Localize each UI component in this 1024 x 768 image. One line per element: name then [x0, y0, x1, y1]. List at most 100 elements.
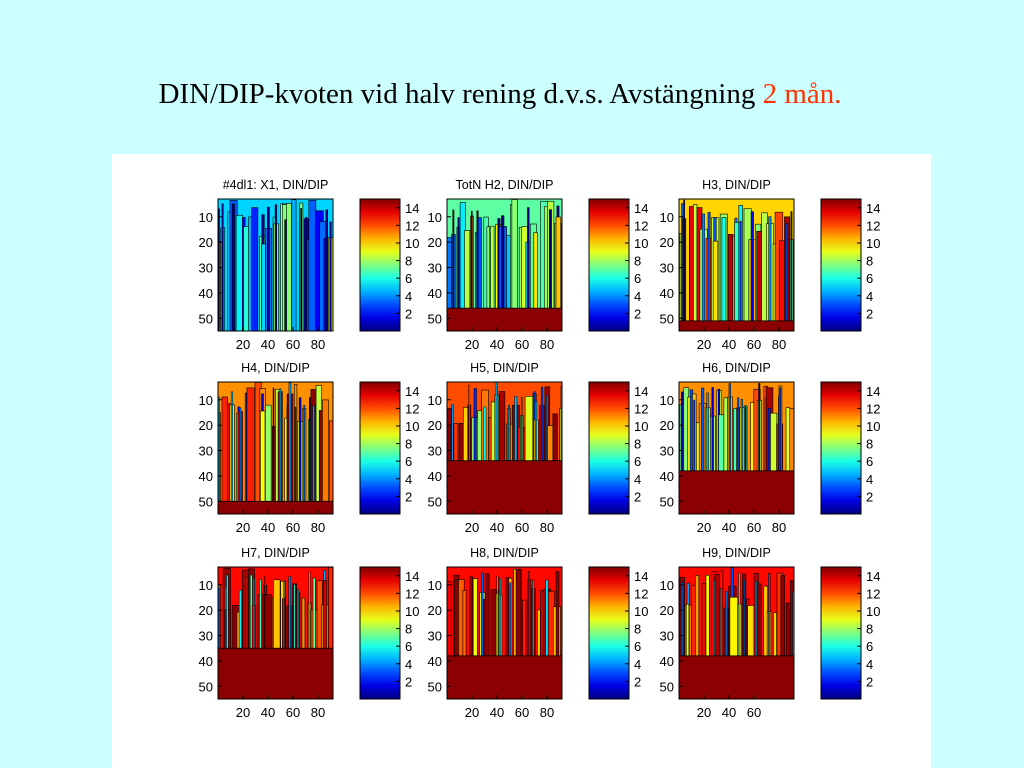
- colorbar-tick-label: 8: [405, 437, 412, 452]
- contour-band: [694, 575, 700, 699]
- y-tick-label: 40: [428, 469, 442, 484]
- figure-panel: #4dl1: X1, DIN/DIP 10 20 30 40 50 20 40 60 80 2 4 6 8…: [112, 154, 931, 768]
- contour-band: [322, 580, 327, 699]
- contour-streak: [283, 580, 285, 699]
- contour-area: [679, 382, 794, 514]
- x-tick-label: 40: [490, 520, 504, 535]
- contour-streak: [681, 391, 684, 514]
- colorbar-tick-label: 10: [634, 604, 648, 619]
- colorbar-tick-label: 10: [634, 419, 648, 434]
- y-tick-label: 30: [660, 629, 674, 644]
- contour-streak: [693, 399, 696, 514]
- colorbar-tick-label: 14: [405, 201, 419, 216]
- y-tick-label: 40: [199, 654, 213, 669]
- x-tick-label: 60: [747, 520, 761, 535]
- colorbar-tick-label: 12: [866, 401, 880, 416]
- colorbar-tick-label: 8: [405, 622, 412, 637]
- x-tick-label: 40: [261, 337, 275, 352]
- x-tick-label: 20: [236, 520, 250, 535]
- contour-band: [286, 203, 292, 331]
- x-tick-label: 40: [722, 520, 736, 535]
- x-tick-label: 80: [772, 337, 786, 352]
- colorbar: [820, 381, 862, 515]
- x-tick-label: 20: [465, 705, 479, 720]
- contour-band: [778, 240, 785, 331]
- colorbar-tick-label: 10: [405, 604, 419, 619]
- colorbar-tick-label: 8: [405, 254, 412, 269]
- contour-band: [486, 226, 491, 331]
- colorbar-tick-label: 12: [405, 218, 419, 233]
- colorbar-tick-label: 8: [634, 622, 641, 637]
- x-tick-label: 80: [540, 520, 554, 535]
- subplot-title: H9, DIN/DIP: [702, 546, 771, 560]
- x-tick-label: 60: [747, 337, 761, 352]
- colorbar-tick-label: 6: [866, 639, 873, 654]
- colorbar-tick-label: 2: [634, 674, 641, 689]
- subplot: H9, DIN/DIP 10 20 30 40 50 20 40 60 2 4 6 8 10 12 14: [660, 546, 881, 720]
- contour-streak: [701, 213, 706, 331]
- contour-streak: [471, 211, 473, 331]
- subplot: H8, DIN/DIP 10 20 30 40 50 20 40 60 80 2 4 6 8 10 12 14: [428, 546, 649, 720]
- contour-streak: [785, 223, 789, 331]
- bottom-region: [447, 460, 562, 514]
- subplot: H4, DIN/DIP 10 20 30 40 50 20 40 60 80 2 4 6 8 10 12 14: [199, 361, 420, 535]
- axes-frame: [217, 566, 334, 700]
- contour-streak: [312, 577, 316, 699]
- contour-band: [555, 216, 562, 331]
- contour-band: [260, 410, 266, 514]
- contour-streak: [779, 387, 782, 514]
- colorbar-tick-label: 12: [634, 218, 648, 233]
- colorbar-tick-label: 6: [634, 271, 641, 286]
- colorbar-tick-label: 6: [634, 454, 641, 469]
- y-tick-label: 20: [660, 418, 674, 433]
- y-tick-label: 50: [199, 311, 213, 326]
- contour-band: [789, 580, 794, 699]
- colorbar-tick-label: 6: [405, 639, 412, 654]
- contour-streak: [499, 578, 501, 699]
- subplot-title: H8, DIN/DIP: [470, 546, 539, 560]
- contour-band: [329, 420, 333, 514]
- subplot-title: H4, DIN/DIP: [241, 361, 310, 375]
- axes-frame: [217, 198, 334, 332]
- contour-area: [218, 382, 333, 514]
- bottom-region: [679, 320, 794, 331]
- y-tick-label: 10: [660, 393, 674, 408]
- y-tick-label: 40: [660, 469, 674, 484]
- colorbar-tick-label: 14: [634, 569, 648, 584]
- colorbar-tick-label: 2: [405, 489, 412, 504]
- colorbar-tick-label: 4: [866, 472, 873, 487]
- y-tick-label: 40: [428, 286, 442, 301]
- y-tick-label: 50: [428, 311, 442, 326]
- contour-streak: [681, 582, 684, 699]
- y-tick-label: 20: [428, 235, 442, 250]
- colorbar-tick-label: 10: [866, 604, 880, 619]
- contour-band: [498, 391, 506, 514]
- contour-band: [484, 573, 490, 699]
- y-tick-label: 50: [199, 679, 213, 694]
- y-tick-label: 20: [660, 603, 674, 618]
- y-tick-label: 10: [428, 393, 442, 408]
- contour-streak: [768, 572, 771, 699]
- contour-streak: [758, 383, 761, 514]
- colorbar-tick-label: 10: [634, 236, 648, 251]
- contour-band: [701, 583, 706, 699]
- contour-streak: [473, 388, 477, 514]
- contour-streak: [768, 216, 772, 331]
- colorbar-tick-label: 14: [405, 569, 419, 584]
- y-tick-label: 50: [428, 679, 442, 694]
- contour-band: [515, 569, 522, 699]
- x-tick-label: 80: [540, 705, 554, 720]
- contour-band: [265, 404, 272, 514]
- y-tick-label: 50: [660, 679, 674, 694]
- contour-streak: [468, 384, 471, 514]
- contour-streak: [532, 580, 535, 699]
- contour-band: [756, 583, 762, 699]
- colorbar-tick-label: 2: [866, 489, 873, 504]
- bottom-region: [447, 655, 562, 699]
- x-tick-label: 60: [286, 705, 300, 720]
- x-tick-label: 20: [465, 520, 479, 535]
- contour-streak: [528, 571, 530, 699]
- x-tick-label: 40: [261, 520, 275, 535]
- colorbar-tick-label: 4: [634, 657, 641, 672]
- contour-band: [291, 199, 297, 331]
